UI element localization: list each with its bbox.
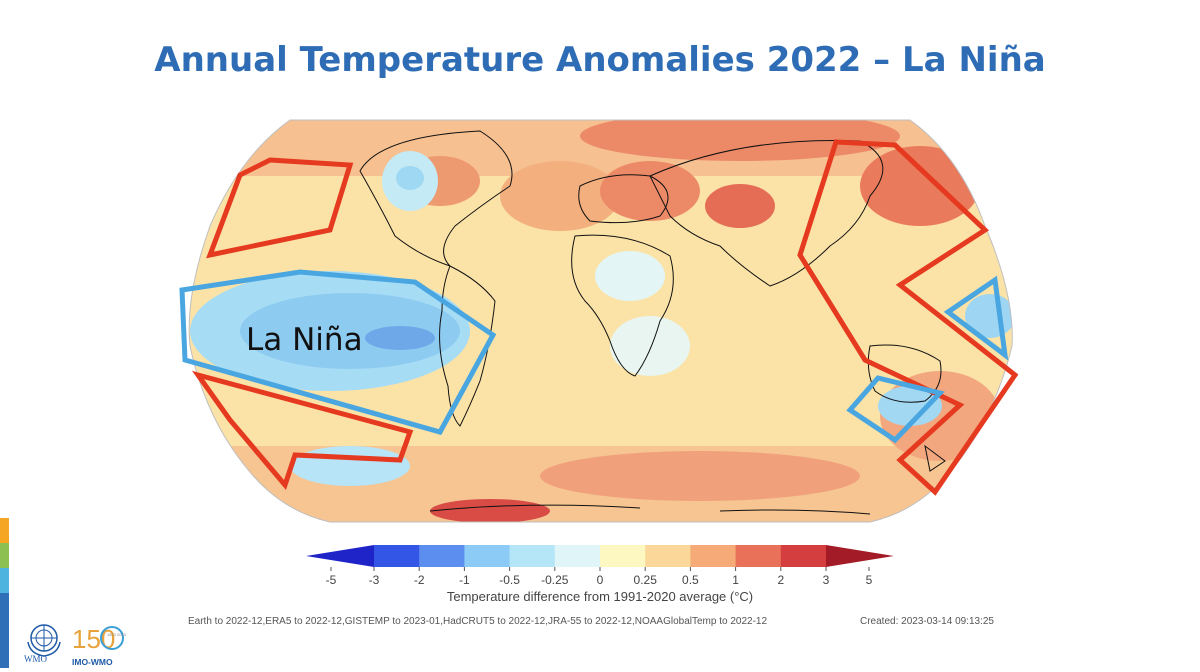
map-svg bbox=[188, 119, 1013, 523]
created-timestamp: Created: 2023-03-14 09:13:25 bbox=[860, 616, 994, 627]
anniv-years: 1873 2023 bbox=[107, 632, 127, 637]
side-stripe bbox=[0, 543, 9, 568]
colorbar-tick-label: 1 bbox=[732, 573, 739, 587]
colorbar-segment bbox=[735, 545, 782, 567]
continent-outlines bbox=[359, 130, 946, 515]
side-stripe bbox=[0, 618, 9, 643]
colorbar-segment bbox=[464, 545, 511, 567]
colorbar-tick-label: -0.25 bbox=[541, 573, 569, 587]
colorbar-segment bbox=[600, 545, 646, 567]
colorbar-segment bbox=[645, 545, 691, 567]
colorbar-tick-label: -2 bbox=[414, 573, 425, 587]
colorbar-tick-label: 0.25 bbox=[634, 573, 658, 587]
page-title: Annual Temperature Anomalies 2022 – La N… bbox=[154, 40, 1046, 80]
cool-region-north-australia bbox=[943, 275, 1009, 361]
wmo-text: WMO bbox=[24, 654, 47, 664]
colorbar-tick-label: -0.5 bbox=[499, 573, 520, 587]
colorbar-segment bbox=[306, 545, 374, 567]
colorbar-tick-label: -1 bbox=[459, 573, 470, 587]
colorbar-segment bbox=[826, 545, 894, 567]
colorbar-segment bbox=[509, 545, 556, 567]
colorbar-tick-label: 0.5 bbox=[682, 573, 699, 587]
anniversary-logo-icon: 150 1873 2023 IMO-WMO bbox=[72, 624, 127, 667]
warm-region-north-pacific bbox=[206, 157, 354, 259]
data-sources: Earth to 2022-12,ERA5 to 2022-12,GISTEMP… bbox=[188, 616, 768, 627]
side-stripe bbox=[0, 643, 9, 668]
colorbar: -5 -3 -2 -1 -0.5 -0.25 0 0.25 0.5 1 2 3 5 bbox=[306, 545, 894, 587]
cool-region-australia bbox=[846, 375, 945, 444]
colorbar-tick-label: 2 bbox=[777, 573, 784, 587]
colorbar-tick-label: 3 bbox=[823, 573, 830, 587]
side-stripe bbox=[0, 593, 9, 618]
colorbar-segment bbox=[419, 545, 465, 567]
colorbar-segment bbox=[554, 545, 601, 567]
colorbar-segment bbox=[374, 545, 420, 567]
warm-region-west-pacific bbox=[797, 139, 1019, 496]
colorbar-segment bbox=[690, 545, 737, 567]
la-nina-label: La Niña bbox=[246, 322, 363, 358]
colorbar-label: Temperature difference from 1991-2020 av… bbox=[446, 589, 754, 604]
colorbar-tick-label: 0 bbox=[597, 573, 604, 587]
wmo-logo-icon bbox=[27, 624, 61, 657]
side-stripe bbox=[0, 518, 9, 543]
colorbar-tick-label: -3 bbox=[369, 573, 380, 587]
temperature-anomaly-map bbox=[180, 116, 1020, 526]
colorbar-ticks: -5 -3 -2 -1 -0.5 -0.25 0 0.25 0.5 1 2 3 5 bbox=[326, 567, 873, 587]
warm-region-south-pacific bbox=[191, 370, 414, 491]
la-nina-outline bbox=[179, 269, 497, 435]
side-stripe bbox=[0, 568, 9, 593]
colorbar-tick-label: 5 bbox=[866, 573, 873, 587]
globe-border bbox=[188, 119, 1013, 523]
anniv-text: IMO-WMO bbox=[72, 657, 113, 667]
side-color-stripes bbox=[0, 518, 9, 672]
colorbar-segment bbox=[780, 545, 827, 567]
colorbar-tick-label: -5 bbox=[326, 573, 337, 587]
colorbar-segments bbox=[306, 545, 894, 567]
